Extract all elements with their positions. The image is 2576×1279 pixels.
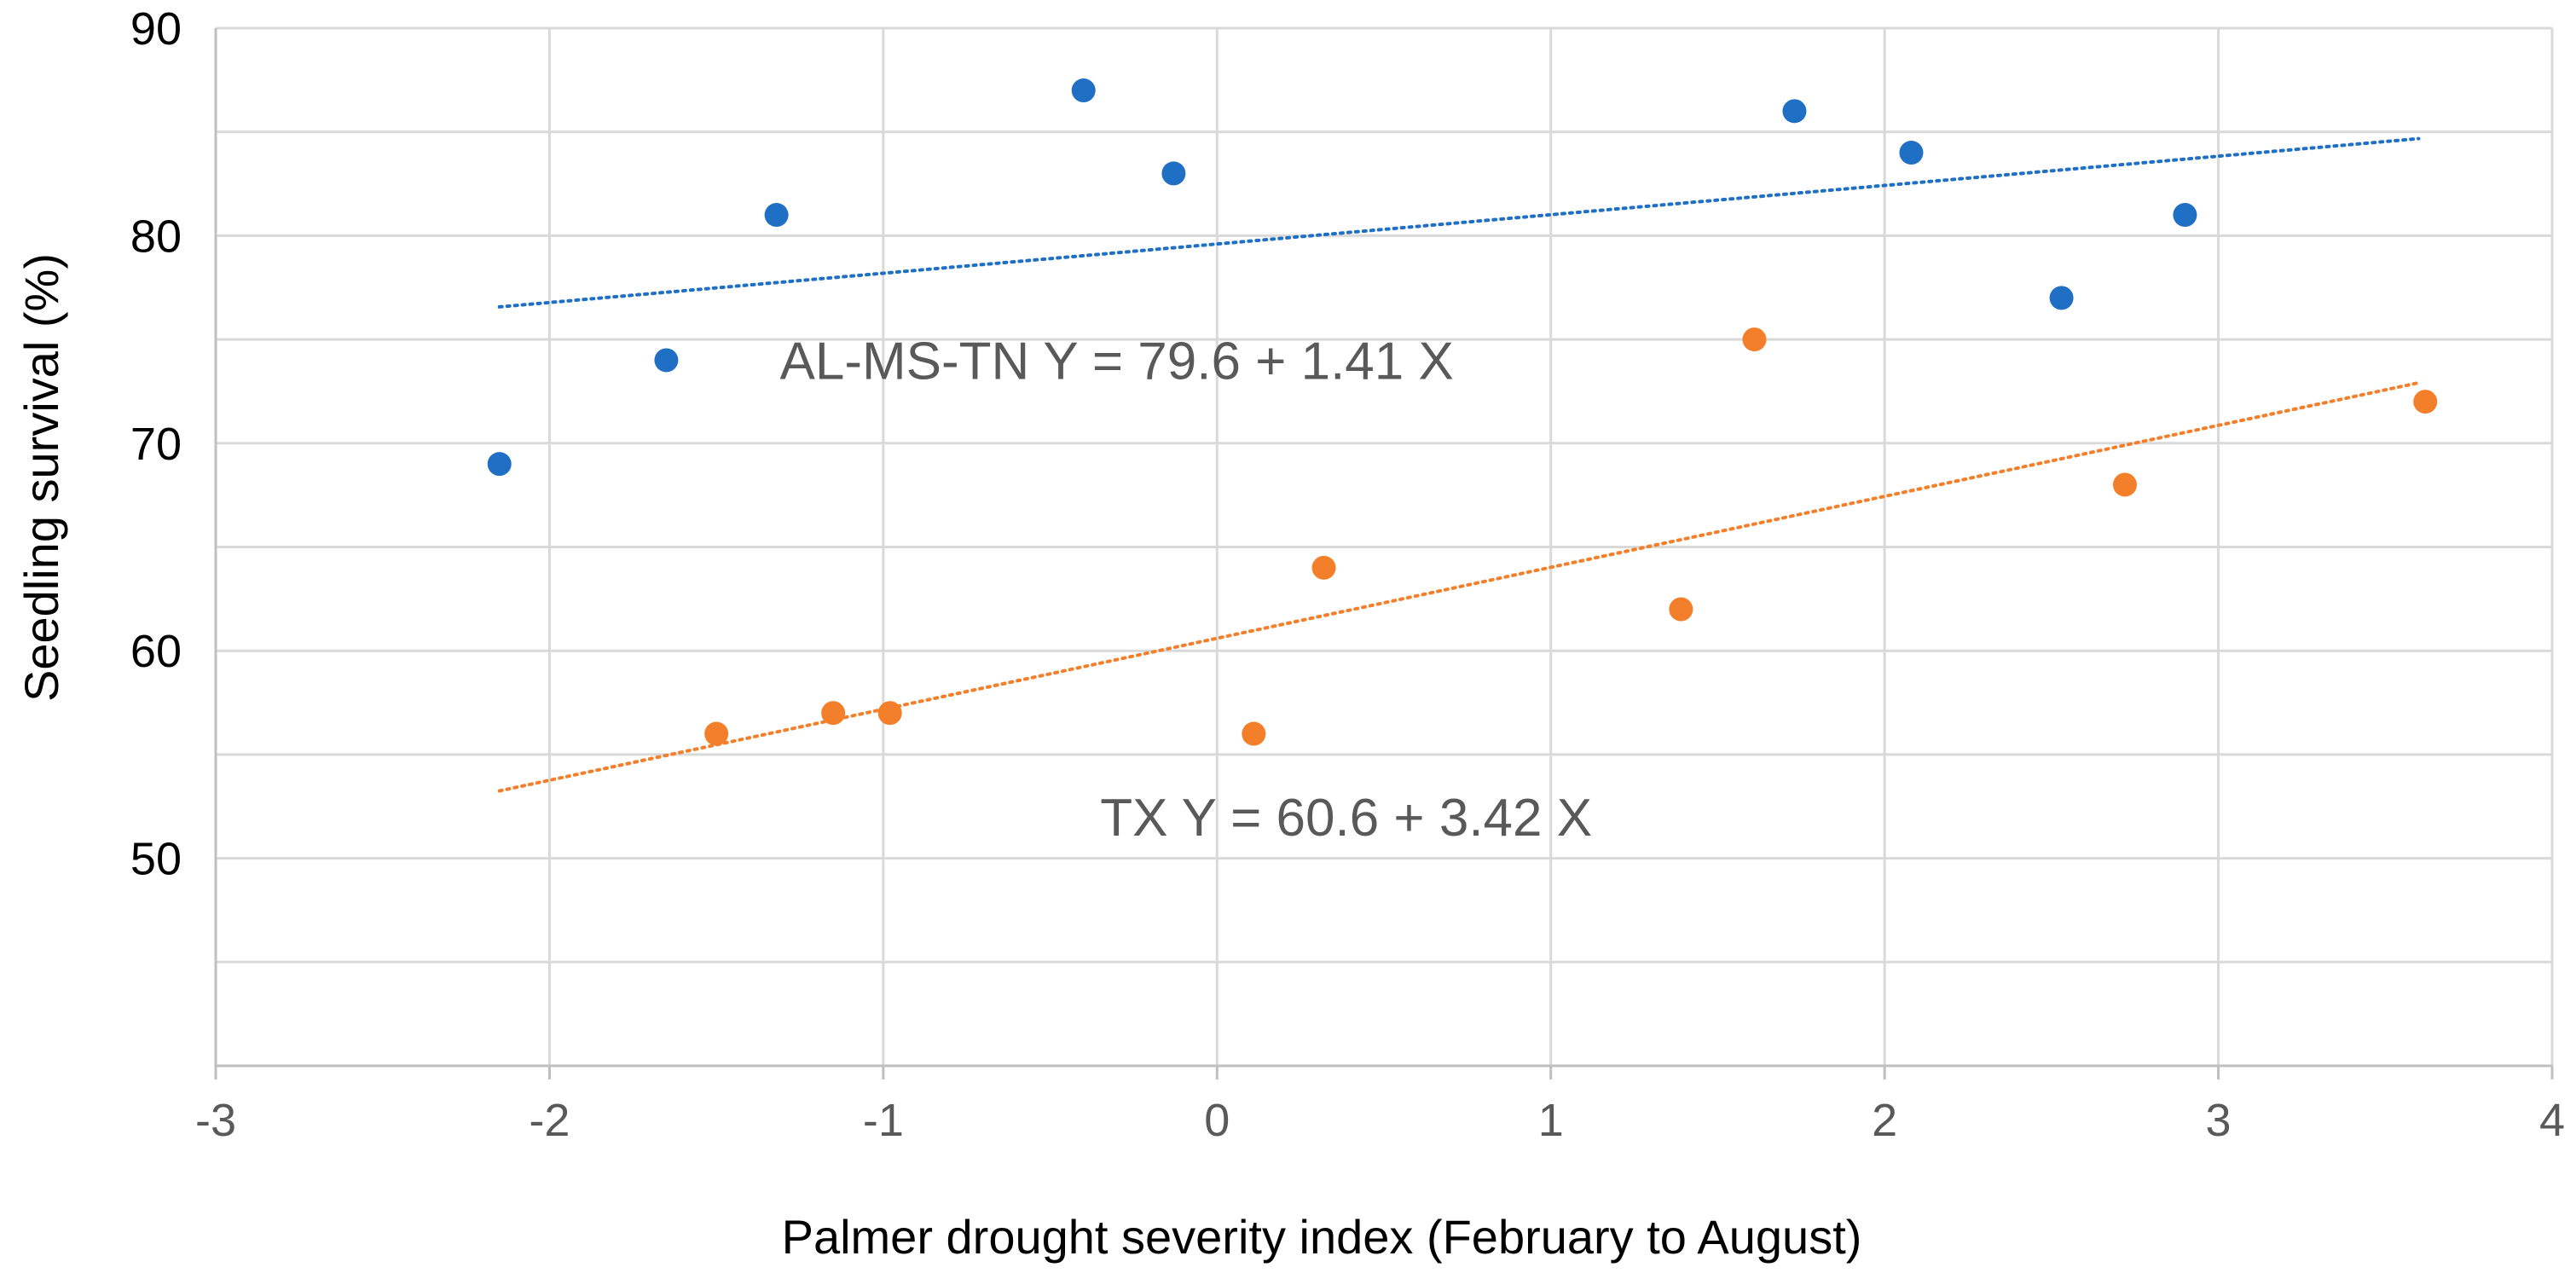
data-point-al-ms-tn: [2049, 286, 2074, 310]
axes: [214, 28, 2554, 1079]
data-point-tx: [821, 701, 846, 726]
data-point-al-ms-tn: [487, 452, 512, 477]
x-tick-label: 3: [2206, 1095, 2232, 1146]
y-tick-label: 70: [130, 419, 182, 470]
x-tick-label: 1: [1538, 1095, 1564, 1146]
data-point-al-ms-tn: [1161, 161, 1186, 186]
x-tick-label: 0: [1204, 1095, 1230, 1146]
data-point-al-ms-tn: [1071, 78, 1096, 103]
y-tick-label: 60: [130, 626, 182, 677]
data-point-al-ms-tn: [1899, 141, 1924, 165]
data-point-al-ms-tn: [2173, 203, 2197, 228]
x-tick-label: -2: [529, 1095, 570, 1146]
y-axis-title: Seedling survival (%): [14, 253, 68, 702]
y-tick-label: 50: [130, 834, 182, 885]
data-points: [487, 78, 2438, 746]
data-point-tx: [2112, 472, 2137, 497]
y-tick-label: 90: [130, 3, 182, 55]
grid: [216, 26, 2554, 1066]
trendline-tx: [497, 380, 2421, 793]
data-point-al-ms-tn: [1782, 99, 1807, 124]
data-point-al-ms-tn: [764, 203, 789, 228]
equation-label: AL-MS-TN Y = 79.6 + 1.41 X: [780, 332, 1454, 391]
equation-label: TX Y = 60.6 + 3.42 X: [1100, 789, 1592, 848]
data-point-tx: [877, 701, 902, 726]
x-axis-title: Palmer drought severity index (February …: [782, 1210, 1862, 1264]
annotations: AL-MS-TN Y = 79.6 + 1.41 X TX Y = 60.6 + …: [780, 332, 1593, 847]
y-tick-label: 80: [130, 211, 182, 262]
trendline-al-ms-tn: [497, 136, 2421, 309]
tick-labels: -3 -2 -1 0 1 2 3 4 50 60 70 80 90: [130, 3, 2565, 1146]
data-point-tx: [1742, 327, 1767, 352]
x-tick-label: -3: [195, 1095, 236, 1146]
data-point-al-ms-tn: [654, 348, 679, 373]
data-point-tx: [1311, 555, 1336, 580]
trendlines: [497, 136, 2421, 793]
data-point-tx: [2413, 390, 2438, 414]
x-tick-label: -1: [863, 1095, 904, 1146]
data-point-tx: [704, 721, 729, 746]
data-point-tx: [1242, 721, 1266, 746]
data-point-tx: [1669, 597, 1693, 622]
x-tick-label: 2: [1872, 1095, 1897, 1146]
x-tick-label: 4: [2539, 1095, 2565, 1146]
